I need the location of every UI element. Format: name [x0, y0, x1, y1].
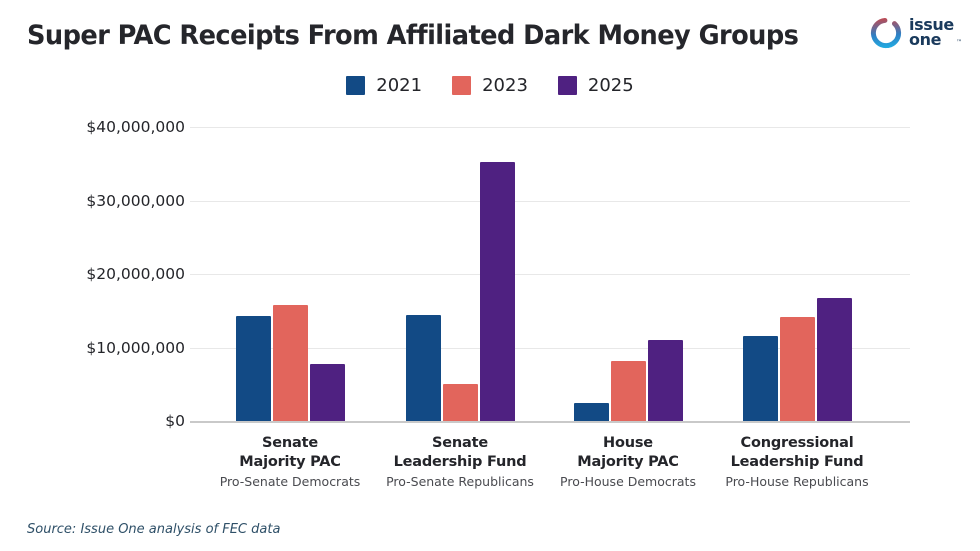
y-axis-tick-label: $0: [165, 412, 185, 430]
category-subtitle: Pro-Senate Democrats: [219, 474, 361, 490]
logo-trademark: ™: [956, 39, 962, 47]
logo-line-1: issue: [909, 15, 954, 35]
source-note: Source: Issue One analysis of FEC data: [27, 522, 281, 537]
x-axis-category-label: House Majority PAC Pro-House Democrats: [533, 434, 723, 489]
gridline: [190, 347, 910, 349]
category-name-line2: Majority PAC: [577, 453, 679, 470]
legend-label: 2021: [376, 74, 423, 96]
bar-2025-congressional-leadership-fund[interactable]: [816, 297, 852, 421]
bar-2025-senate-leadership-fund[interactable]: [479, 162, 515, 421]
issue-one-logo: issue one ™: [868, 12, 964, 54]
category-name-line2: Leadership Fund: [393, 453, 527, 470]
gridline: [190, 200, 910, 202]
bar-2023-senate-majority-pac[interactable]: [272, 304, 308, 421]
category-name-line1: House: [603, 435, 653, 451]
legend-item-2021[interactable]: 2021: [346, 76, 422, 95]
bar-2025-senate-majority-pac[interactable]: [309, 364, 345, 421]
legend-item-2025[interactable]: 2025: [557, 74, 634, 96]
category-subtitle: Pro-Senate Republicans: [386, 474, 534, 490]
bar-2023-congressional-leadership-fund[interactable]: [779, 317, 815, 421]
category-name-line1: Senate: [262, 435, 318, 451]
legend-swatch-icon: [557, 76, 577, 95]
category-name-line2: Majority PAC: [239, 453, 341, 470]
category-name-line1: Congressional: [740, 435, 854, 451]
legend-label: 2025: [587, 74, 634, 96]
axis-baseline: [190, 421, 910, 423]
logo-ring-icon: [870, 17, 902, 49]
x-axis-category-label: Congressional Leadership Fund Pro-House Re…: [702, 434, 892, 489]
legend-swatch-icon: [452, 76, 472, 95]
bar-2025-house-majority-pac[interactable]: [647, 340, 683, 421]
y-axis-tick-label: $20,000,000: [86, 265, 185, 283]
logo-wordmark: issue one ™: [909, 15, 962, 49]
gridline: [190, 127, 910, 128]
page-title: Super PAC Receipts From Affiliated Dark …: [27, 20, 799, 51]
bar-2023-senate-leadership-fund[interactable]: [442, 383, 478, 421]
bar-2021-house-majority-pac[interactable]: [573, 403, 609, 421]
bar-2023-house-majority-pac[interactable]: [610, 360, 646, 421]
logo-line-2: one: [909, 30, 942, 49]
bar-2021-senate-leadership-fund[interactable]: [405, 315, 441, 421]
bar-2021-senate-majority-pac[interactable]: [235, 315, 271, 421]
bar-2021-congressional-leadership-fund[interactable]: [742, 336, 778, 421]
gridline: [190, 274, 910, 275]
category-name-line1: Senate: [432, 435, 488, 451]
x-axis-category-label: Senate Leadership Fund Pro-Senate Republic…: [365, 434, 555, 489]
chart-legend: 2021 2023 2025: [0, 76, 980, 95]
legend-label: 2023: [482, 74, 528, 96]
legend-swatch-icon: [346, 76, 366, 95]
y-axis-tick-label: $40,000,000: [86, 118, 185, 136]
category-subtitle: Pro-House Republicans: [725, 474, 869, 490]
y-axis-tick-label: $30,000,000: [86, 191, 185, 210]
y-axis-tick-label: $10,000,000: [86, 338, 185, 357]
chart-header: Super PAC Receipts From Affiliated Dark …: [0, 0, 980, 66]
legend-item-2023[interactable]: 2023: [452, 76, 528, 95]
category-name-line2: Leadership Fund: [730, 453, 864, 470]
x-axis-category-label: Senate Majority PAC Pro-Senate Democrats: [195, 434, 385, 489]
category-subtitle: Pro-House Democrats: [560, 474, 696, 490]
